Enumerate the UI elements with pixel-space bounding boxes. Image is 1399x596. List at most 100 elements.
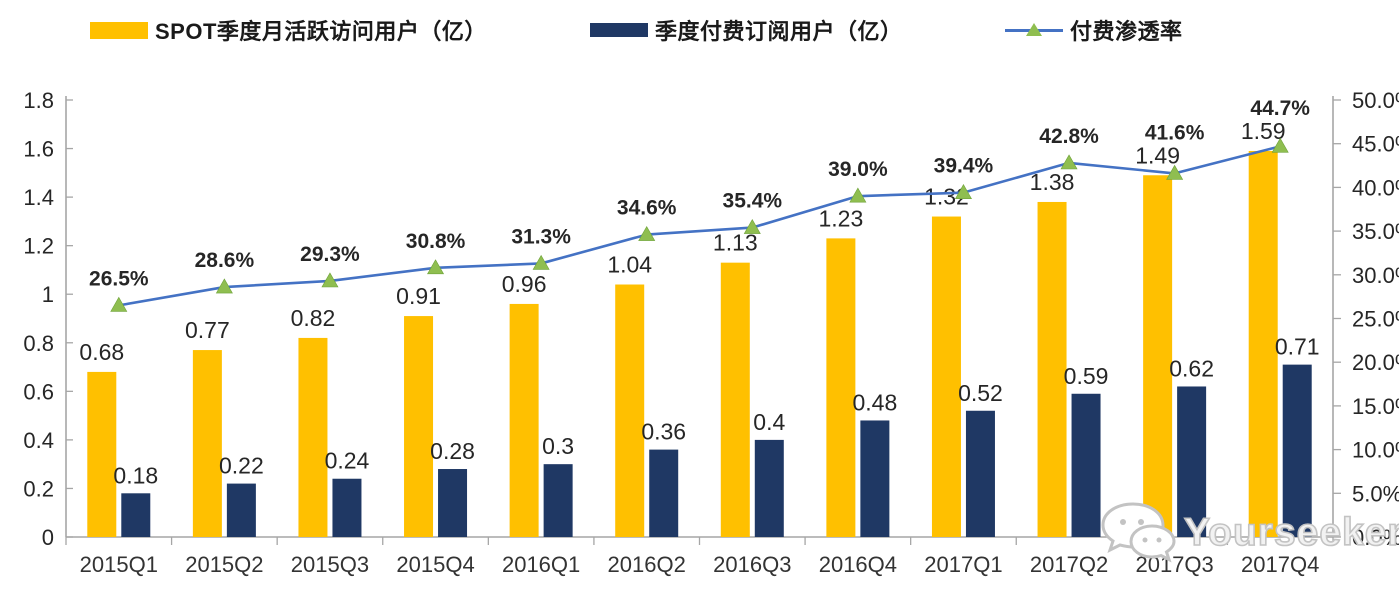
mau-bar bbox=[192, 350, 222, 537]
penetration-line-swatch bbox=[1005, 23, 1063, 37]
left-axis-label: 1.8 bbox=[23, 88, 54, 113]
right-axis-label: 10.0% bbox=[1352, 438, 1399, 463]
triangle-marker-icon bbox=[1026, 23, 1042, 36]
legend-item-subs: 季度付费订阅用户（亿） bbox=[590, 16, 903, 44]
subs-bar bbox=[754, 439, 784, 537]
right-axis-label: 30.0% bbox=[1352, 263, 1399, 288]
mau-bar bbox=[87, 371, 117, 537]
mau-bar bbox=[404, 316, 434, 537]
x-axis-category-label: 2017Q3 bbox=[1135, 552, 1213, 577]
chart-legend: SPOT季度月活跃访问用户（亿） 季度付费订阅用户（亿） 付费渗透率 bbox=[0, 0, 1399, 56]
right-axis-label: 5.0% bbox=[1352, 481, 1399, 506]
mau-value-label: 0.68 bbox=[79, 339, 124, 365]
mau-value-label: 1.04 bbox=[607, 252, 652, 278]
subs-bar bbox=[543, 464, 573, 537]
mau-bar bbox=[720, 262, 750, 537]
penetration-marker bbox=[849, 187, 867, 203]
mau-value-label: 0.82 bbox=[291, 305, 336, 331]
penetration-value-label: 39.0% bbox=[828, 158, 888, 181]
subs-value-label: 0.52 bbox=[958, 380, 1003, 406]
penetration-value-label: 31.3% bbox=[511, 225, 571, 248]
right-axis-label: 15.0% bbox=[1352, 394, 1399, 419]
penetration-marker bbox=[532, 254, 550, 270]
subs-swatch bbox=[590, 23, 648, 37]
subs-bar bbox=[965, 410, 995, 537]
mau-value-label: 1.13 bbox=[713, 230, 758, 256]
x-axis-category-label: 2015Q4 bbox=[396, 552, 474, 577]
subs-value-label: 0.28 bbox=[430, 438, 475, 464]
left-axis-label: 1 bbox=[42, 282, 54, 307]
mau-bar bbox=[615, 284, 645, 537]
left-axis-label: 0.8 bbox=[23, 331, 54, 356]
x-axis-category-label: 2017Q1 bbox=[924, 552, 1002, 577]
x-axis-category-label: 2016Q2 bbox=[608, 552, 686, 577]
subs-bar bbox=[438, 469, 468, 537]
x-axis-category-label: 2016Q4 bbox=[819, 552, 897, 577]
penetration-value-label: 26.5% bbox=[89, 267, 149, 290]
penetration-marker bbox=[638, 225, 656, 241]
penetration-marker bbox=[1166, 164, 1184, 180]
x-axis-category-label: 2015Q2 bbox=[185, 552, 263, 577]
penetration-value-label: 44.7% bbox=[1250, 97, 1310, 120]
left-axis-label: 0.6 bbox=[23, 379, 54, 404]
penetration-value-label: 29.3% bbox=[300, 243, 360, 266]
left-axis-label: 0.4 bbox=[23, 428, 54, 453]
subs-bar bbox=[1071, 393, 1101, 537]
penetration-value-label: 30.8% bbox=[406, 230, 466, 253]
penetration-value-label: 41.6% bbox=[1145, 121, 1205, 144]
penetration-marker bbox=[321, 272, 339, 288]
left-axis-label: 1.6 bbox=[23, 137, 54, 162]
right-axis-label: 0.0% bbox=[1352, 525, 1399, 550]
penetration-marker bbox=[954, 184, 972, 199]
penetration-value-label: 42.8% bbox=[1039, 125, 1099, 148]
penetration-value-label: 39.4% bbox=[934, 155, 994, 178]
right-axis-label: 25.0% bbox=[1352, 307, 1399, 332]
x-axis-category-label: 2016Q3 bbox=[713, 552, 791, 577]
penetration-line bbox=[118, 145, 1281, 307]
mau-value-label: 0.96 bbox=[502, 271, 547, 297]
mau-value-label: 0.77 bbox=[185, 317, 230, 343]
legend-label-mau: SPOT季度月活跃访问用户（亿） bbox=[155, 19, 487, 44]
legend-item-penetration: 付费渗透率 bbox=[1005, 16, 1183, 44]
x-axis-category-label: 2017Q2 bbox=[1030, 552, 1108, 577]
x-axis-category-label: 2015Q3 bbox=[291, 552, 369, 577]
left-axis-label: 1.2 bbox=[23, 234, 54, 259]
mau-value-label: 1.23 bbox=[818, 205, 863, 231]
right-axis-label: 45.0% bbox=[1352, 132, 1399, 157]
penetration-marker bbox=[427, 259, 445, 275]
legend-label-subs: 季度付费订阅用户（亿） bbox=[655, 19, 903, 44]
penetration-value-label: 28.6% bbox=[195, 249, 255, 272]
mau-bar bbox=[1143, 175, 1173, 537]
left-axis-label: 0.2 bbox=[23, 476, 54, 501]
mau-swatch bbox=[90, 21, 148, 39]
penetration-value-label: 35.4% bbox=[723, 190, 783, 213]
mau-bar bbox=[298, 337, 328, 537]
legend-label-penetration: 付费渗透率 bbox=[1070, 19, 1183, 44]
mau-bar bbox=[1037, 201, 1067, 537]
penetration-marker bbox=[1060, 154, 1078, 170]
left-axis-label: 0 bbox=[42, 525, 54, 550]
subs-value-label: 0.71 bbox=[1275, 334, 1320, 360]
right-axis-label: 50.0% bbox=[1352, 88, 1399, 113]
subs-value-label: 0.62 bbox=[1169, 355, 1214, 381]
mau-value-label: 1.38 bbox=[1030, 169, 1075, 195]
subs-bar bbox=[649, 449, 679, 537]
penetration-value-label: 34.6% bbox=[617, 197, 677, 220]
right-axis-label: 40.0% bbox=[1352, 175, 1399, 200]
subs-bar bbox=[1282, 364, 1312, 537]
subs-value-label: 0.48 bbox=[852, 389, 897, 415]
mau-bar bbox=[1248, 150, 1278, 537]
right-axis-label: 20.0% bbox=[1352, 350, 1399, 375]
subs-bar bbox=[1177, 386, 1207, 537]
x-axis-category-label: 2016Q1 bbox=[502, 552, 580, 577]
mau-value-label: 1.59 bbox=[1241, 118, 1286, 144]
subs-value-label: 0.22 bbox=[219, 453, 264, 479]
subs-value-label: 0.3 bbox=[542, 433, 574, 459]
x-axis-category-label: 2017Q4 bbox=[1241, 552, 1319, 577]
subs-value-label: 0.4 bbox=[753, 409, 785, 435]
subs-bar bbox=[860, 420, 890, 537]
mau-bar bbox=[931, 216, 961, 538]
mau-bar bbox=[826, 238, 856, 537]
subs-value-label: 0.24 bbox=[325, 448, 370, 474]
